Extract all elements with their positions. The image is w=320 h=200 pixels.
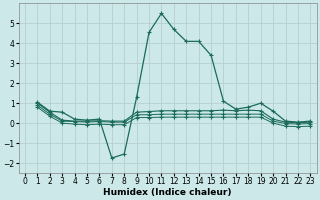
X-axis label: Humidex (Indice chaleur): Humidex (Indice chaleur): [103, 188, 232, 197]
